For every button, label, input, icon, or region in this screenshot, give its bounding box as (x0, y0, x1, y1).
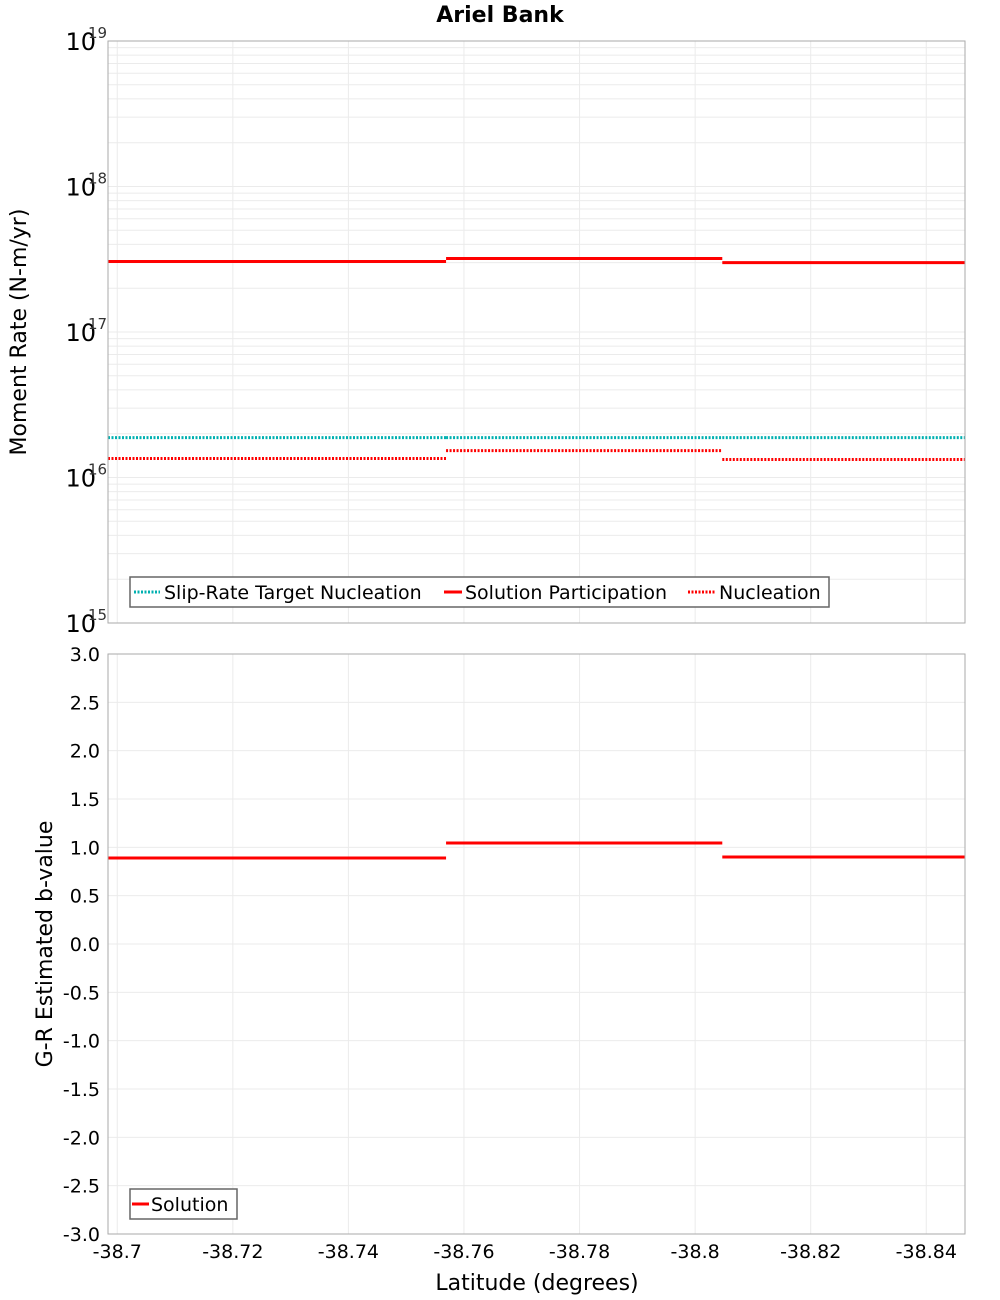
chart-title: Ariel Bank (436, 3, 565, 28)
bottom-legend: Solution (130, 1189, 237, 1219)
svg-text:-38.78: -38.78 (549, 1241, 610, 1263)
bottom-y-axis-label: G-R Estimated b-value (33, 821, 58, 1068)
svg-text:0.5: 0.5 (70, 886, 100, 908)
legend-label-solution-participation: Solution Participation (465, 582, 667, 604)
top-grid (108, 41, 965, 623)
svg-text:-38.82: -38.82 (780, 1241, 841, 1263)
legend-label-target: Slip-Rate Target Nucleation (164, 582, 422, 604)
legend-label-nucleation: Nucleation (719, 582, 821, 604)
svg-text:18: 18 (88, 170, 107, 188)
svg-text:-1.5: -1.5 (63, 1079, 100, 1101)
top-legend: Slip-Rate Target Nucleation Solution Par… (130, 577, 829, 607)
svg-text:3.0: 3.0 (70, 644, 100, 666)
x-axis-label: Latitude (degrees) (435, 1271, 638, 1296)
svg-text:-2.5: -2.5 (63, 1176, 100, 1198)
b-value-plot: 3.0 2.5 2.0 1.5 1.0 0.5 0.0 -0.5 -1.0 -1.5 -2.0 -2.… (33, 644, 965, 1296)
chart-figure: Ariel Bank 10151016101710181019 Moment R… (0, 0, 1000, 1300)
x-tick-labels: -38.7 -38.72 -38.74 -38.76 -38.78 -38.8 -38.82… (93, 1241, 957, 1263)
svg-text:-1.0: -1.0 (63, 1031, 100, 1053)
svg-text:2.5: 2.5 (70, 692, 100, 714)
svg-text:-38.74: -38.74 (318, 1241, 379, 1263)
svg-text:-0.5: -0.5 (63, 982, 100, 1004)
bottom-grid (108, 654, 965, 1234)
bottom-series (108, 843, 965, 858)
legend-label-solution: Solution (151, 1194, 228, 1216)
svg-text:-38.72: -38.72 (202, 1241, 263, 1263)
svg-text:2.0: 2.0 (70, 741, 100, 763)
svg-text:-2.0: -2.0 (63, 1127, 100, 1149)
moment-rate-plot: 10151016101710181019 Moment Rate (N-m/yr… (7, 24, 965, 638)
svg-text:16: 16 (88, 461, 107, 479)
svg-text:17: 17 (88, 315, 107, 333)
top-y-tick-labels: 10151016101710181019 (65, 24, 107, 638)
svg-text:15: 15 (88, 606, 107, 624)
top-y-axis-label: Moment Rate (N-m/yr) (7, 209, 32, 456)
svg-text:-38.76: -38.76 (433, 1241, 494, 1263)
svg-text:-38.7: -38.7 (93, 1241, 142, 1263)
svg-text:-38.84: -38.84 (896, 1241, 957, 1263)
bottom-y-tick-labels: 3.0 2.5 2.0 1.5 1.0 0.5 0.0 -0.5 -1.0 -1.5 -2.0 -2.… (63, 644, 100, 1246)
svg-text:1.0: 1.0 (70, 837, 100, 859)
svg-text:0.0: 0.0 (70, 934, 100, 956)
svg-text:19: 19 (88, 24, 107, 42)
svg-text:1.5: 1.5 (70, 789, 100, 811)
svg-text:-38.8: -38.8 (671, 1241, 720, 1263)
